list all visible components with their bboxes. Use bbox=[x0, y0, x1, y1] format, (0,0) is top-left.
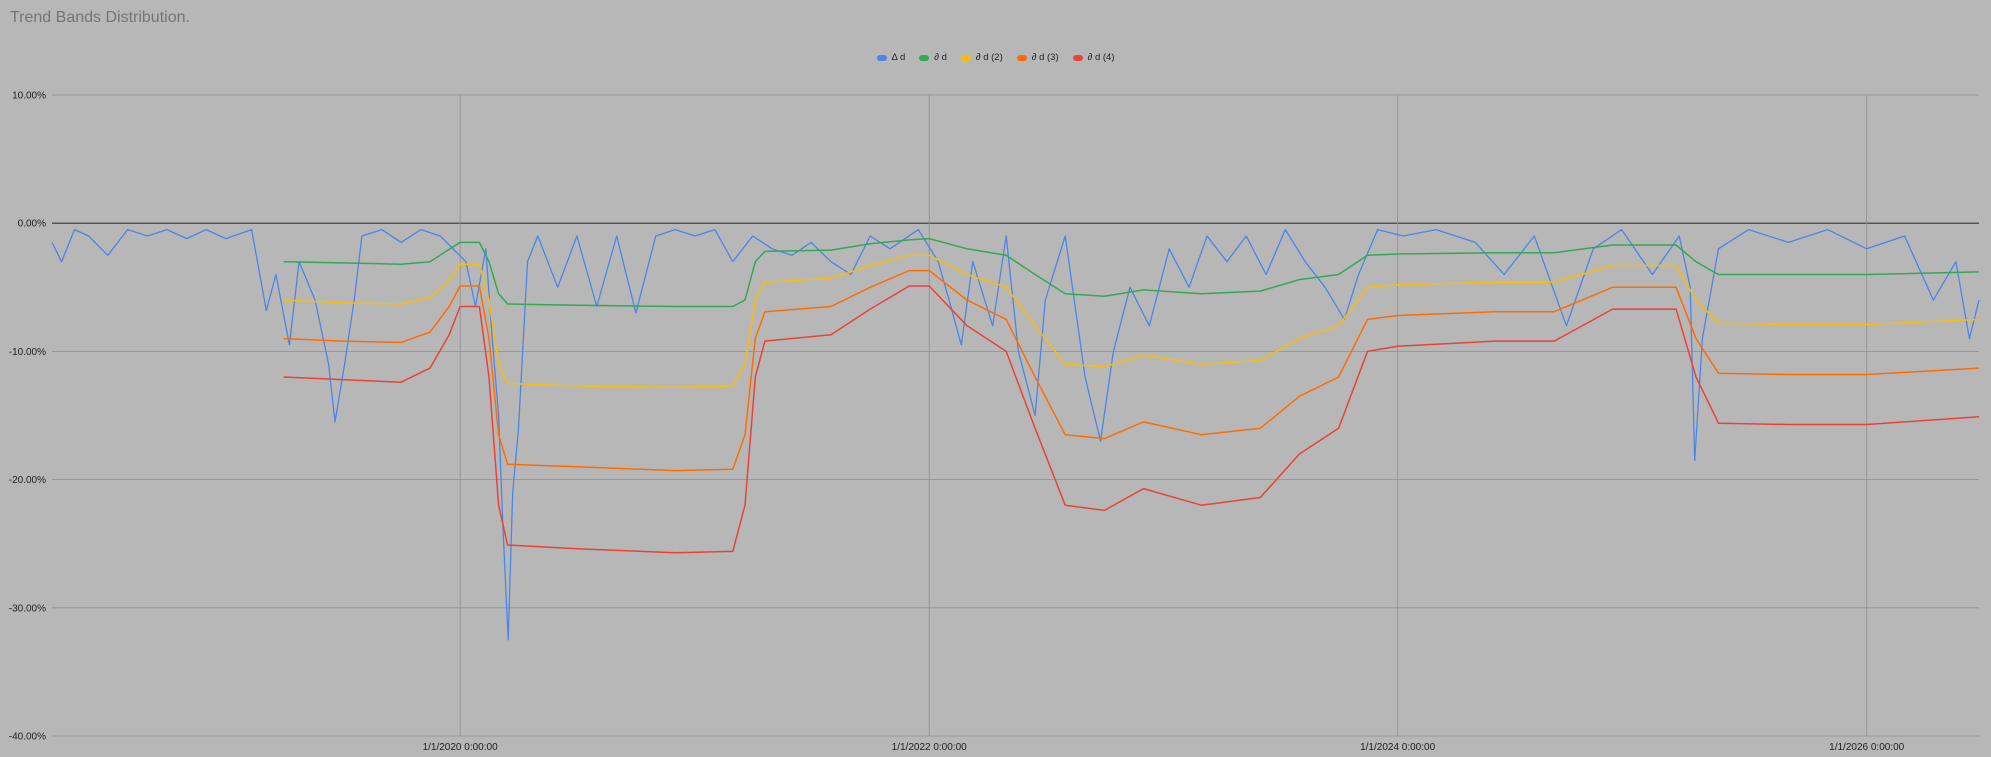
legend-swatch bbox=[876, 54, 887, 61]
y-tick-label: -40.00% bbox=[9, 732, 46, 743]
series-line-0 bbox=[51, 228, 1980, 641]
series-line-4 bbox=[283, 285, 1980, 554]
series-line-1 bbox=[283, 237, 1980, 308]
y-tick-label: 10.00% bbox=[12, 91, 46, 102]
x-tick-label: 1/1/2026 0:00:00 bbox=[1829, 742, 1905, 753]
legend-item-partial-d-3[interactable]: ∂ d (3) bbox=[1016, 52, 1059, 63]
y-tick-label: 0.00% bbox=[18, 219, 46, 230]
legend-label: Δ d bbox=[891, 52, 906, 63]
legend-swatch bbox=[1072, 54, 1083, 61]
y-tick-label: -30.00% bbox=[9, 603, 46, 614]
legend-label: ∂ d (2) bbox=[975, 52, 1003, 63]
series-line-3 bbox=[283, 269, 1980, 472]
legend-label: ∂ d (4) bbox=[1087, 52, 1115, 63]
legend-item-delta-d[interactable]: Δ d bbox=[876, 52, 906, 63]
x-tick-label: 1/1/2022 0:00:00 bbox=[892, 742, 968, 753]
chart-title: Trend Bands Distribution. bbox=[10, 9, 190, 26]
legend-swatch bbox=[960, 54, 971, 61]
x-tick-label: 1/1/2020 0:00:00 bbox=[423, 742, 499, 753]
legend-label: ∂ d (3) bbox=[1031, 52, 1059, 63]
legend-swatch bbox=[919, 54, 930, 61]
x-tick-label: 1/1/2024 0:00:00 bbox=[1360, 742, 1436, 753]
legend-item-partial-d-2[interactable]: ∂ d (2) bbox=[960, 52, 1003, 63]
legend-item-partial-d-4[interactable]: ∂ d (4) bbox=[1072, 52, 1115, 63]
series-line-2 bbox=[283, 254, 1980, 389]
y-tick-label: -20.00% bbox=[9, 475, 46, 486]
chart-legend: Δ d ∂ d ∂ d (2) ∂ d (3) ∂ d (4) bbox=[0, 52, 1991, 63]
y-tick-label: -10.00% bbox=[9, 347, 46, 358]
legend-swatch bbox=[1016, 54, 1027, 61]
legend-label: ∂ d bbox=[934, 52, 947, 63]
legend-item-partial-d[interactable]: ∂ d bbox=[919, 52, 947, 63]
